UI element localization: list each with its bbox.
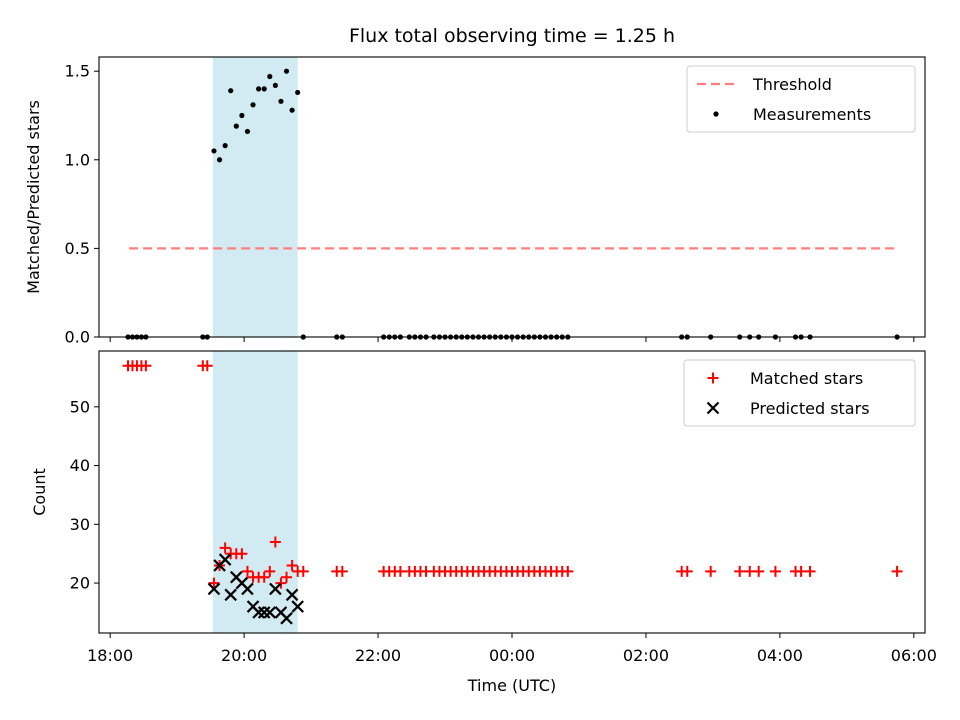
- matched-star-marker: [275, 577, 287, 589]
- series-matched-stars: [122, 360, 903, 589]
- predicted-star-marker: [207, 582, 221, 596]
- measurement-point: [216, 157, 223, 163]
- legend-label: Matched stars: [750, 369, 863, 388]
- matched-star-marker: [208, 577, 220, 589]
- matched-star-marker: [201, 360, 213, 372]
- legend: Matched stars Predicted stars: [683, 359, 916, 427]
- measurement-point: [283, 68, 290, 74]
- measurement-point: [228, 88, 234, 94]
- x-tick-label: 04:00: [757, 646, 803, 665]
- predicted-star-marker: [285, 588, 299, 602]
- matched-star-marker: [241, 565, 253, 577]
- y-tick-label: 0.5: [65, 239, 90, 258]
- x-tick-label: 00:00: [489, 646, 535, 665]
- legend-box: [686, 65, 916, 133]
- matched-star-marker: [219, 542, 231, 554]
- predicted-star-marker: [280, 612, 293, 625]
- matched-star-marker: [753, 565, 765, 577]
- legend-label: Predicted stars: [750, 399, 870, 418]
- x-tick-label: 18:00: [87, 646, 133, 665]
- y-axis-label: Matched/Predicted stars: [24, 100, 43, 294]
- star-count-panel: 20 30 40 50 18:00 20:00 22:00 00:00 02:00 04:00 06…: [30, 350, 937, 695]
- legend-label: Threshold: [752, 75, 832, 94]
- observing-window-band: [212, 57, 298, 337]
- matched-star-marker: [236, 548, 248, 560]
- legend-predicted-swatch: [706, 401, 720, 415]
- matched-star-marker: [336, 565, 348, 577]
- plot-area: [125, 68, 900, 340]
- x-tick-label: 22:00: [355, 646, 401, 665]
- predicted-star-marker: [241, 582, 254, 596]
- x-tick-label: 20:00: [221, 646, 267, 665]
- matched-star-marker: [734, 565, 746, 577]
- matched-star-marker: [281, 571, 293, 583]
- legend-box: [683, 359, 916, 427]
- y-tick-label: 1.5: [65, 62, 90, 81]
- chart-title: Flux total observing time = 1.25 h: [349, 25, 675, 47]
- x-tick-label: 06:00: [891, 646, 937, 665]
- matched-star-marker: [705, 565, 717, 577]
- measurement-point: [211, 148, 217, 154]
- predicted-star-marker: [257, 606, 271, 619]
- y-tick-label: 20: [70, 574, 90, 593]
- predicted-star-marker: [291, 600, 304, 613]
- measurement-point: [233, 123, 239, 129]
- measurement-point: [272, 82, 278, 88]
- predicted-star-marker: [252, 606, 265, 619]
- y-tick-label: 1.0: [65, 150, 90, 169]
- observing-window-band: [212, 351, 298, 633]
- measurement-point: [289, 107, 295, 113]
- y-axis-label: Count: [30, 468, 49, 516]
- measurement-point: [278, 98, 284, 104]
- measurement-point: [239, 112, 245, 119]
- y-tick-label: 30: [70, 515, 90, 534]
- y-tick-label: 0.0: [65, 328, 90, 347]
- legend-matched-swatch: [707, 372, 719, 384]
- legend-label: Measurements: [753, 105, 871, 124]
- series-predicted-stars: [207, 553, 304, 625]
- matched-star-marker: [258, 571, 270, 583]
- x-tick-label: 02:00: [623, 646, 669, 665]
- matched-star-marker: [891, 565, 903, 577]
- matched-star-marker: [264, 565, 276, 577]
- measurement-point: [267, 73, 273, 80]
- matched-star-marker: [269, 536, 281, 548]
- measurement-point: [250, 102, 256, 108]
- predicted-star-marker: [218, 553, 232, 566]
- x-axis-label: Time (UTC): [467, 676, 556, 695]
- predicted-star-marker: [269, 582, 282, 596]
- flux-ratio-panel: 0.0 0.5 1.0 1.5 Matched/Predicted stars Thres…: [24, 56, 926, 347]
- measurement-point: [295, 89, 301, 96]
- measurement-point: [244, 128, 251, 135]
- y-tick-label: 50: [70, 397, 90, 416]
- y-tick-label: 40: [70, 456, 90, 475]
- predicted-star-marker: [263, 606, 277, 619]
- matched-star-marker: [769, 565, 781, 577]
- plot-area: [122, 360, 903, 625]
- measurement-point: [222, 143, 228, 149]
- matched-star-marker: [140, 360, 152, 372]
- predicted-star-marker: [224, 588, 237, 602]
- matched-star-marker: [286, 559, 298, 571]
- measurement-point: [261, 86, 267, 92]
- legend-measurement-swatch: [713, 111, 719, 117]
- legend: Threshold Measurements: [686, 65, 916, 133]
- measurement-point: [256, 86, 262, 92]
- matched-star-marker: [804, 565, 816, 577]
- matched-star-marker: [562, 565, 574, 577]
- matched-star-marker: [681, 565, 693, 577]
- matched-star-marker: [297, 565, 309, 577]
